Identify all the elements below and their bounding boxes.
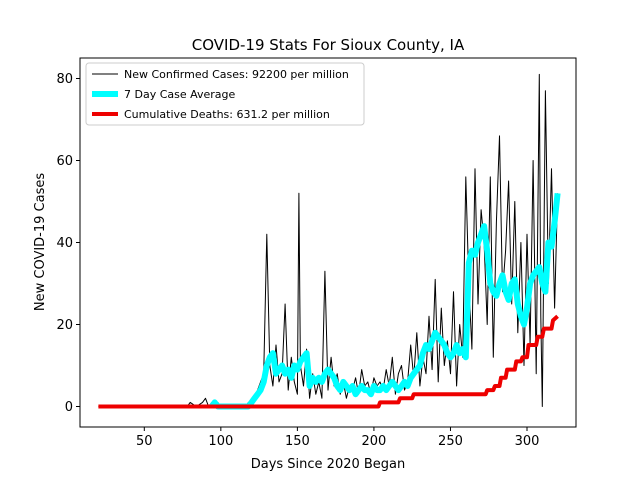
legend-entry-seven-day-average: 7 Day Case Average: [92, 88, 236, 101]
x-tick-label: 50: [136, 434, 153, 449]
chart-title: COVID-19 Stats For Sioux County, IA: [192, 36, 465, 54]
y-tick-label: 40: [56, 236, 73, 251]
y-tick-label: 20: [56, 318, 73, 333]
series-layer: [98, 73, 561, 410]
legend-label: New Confirmed Cases: 92200 per million: [124, 68, 349, 81]
legend-entry-new-cases: New Confirmed Cases: 92200 per million: [92, 68, 349, 81]
legend-label: 7 Day Case Average: [124, 88, 236, 101]
y-axis-label: New COVID-19 Cases: [33, 173, 48, 311]
legend-box: [85, 62, 365, 126]
cumulative-deaths-line: [98, 314, 559, 409]
x-tick-label: 150: [285, 434, 310, 449]
x-axis-label: Days Since 2020 Began: [251, 457, 406, 472]
x-tick-label: 100: [208, 434, 233, 449]
y-tick-label: 60: [56, 154, 73, 169]
x-axis-ticks: 50 100 150 200 250 300: [136, 427, 539, 449]
seven-day-average-line: [209, 192, 561, 410]
y-axis-ticks: 0 20 40 60 80: [56, 72, 80, 415]
legend-entry-cumulative-deaths: Cumulative Deaths: 631.2 per million: [92, 108, 330, 121]
x-tick-label: 200: [362, 434, 387, 449]
x-tick-label: 300: [515, 434, 540, 449]
legend: New Confirmed Cases: 92200 per million 7 …: [85, 62, 365, 126]
y-tick-label: 0: [65, 400, 73, 415]
y-tick-label: 80: [56, 72, 73, 87]
x-tick-label: 250: [438, 434, 463, 449]
legend-label: Cumulative Deaths: 631.2 per million: [124, 108, 330, 121]
